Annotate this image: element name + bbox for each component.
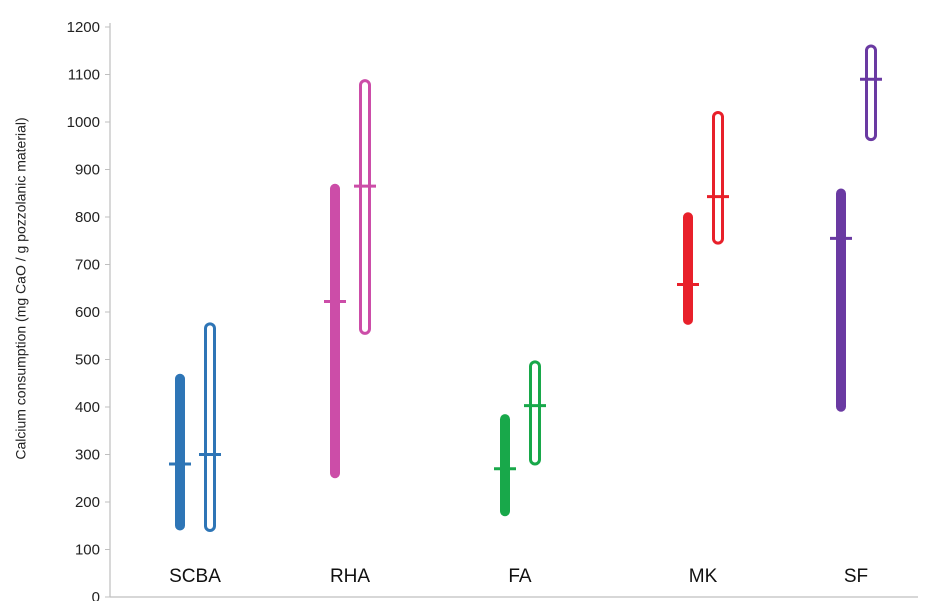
category-label: RHA	[330, 566, 370, 587]
y-tick-label: 900	[75, 162, 100, 179]
filled-range-bar	[683, 212, 693, 325]
range-group-rha	[324, 79, 376, 479]
filled-range-bar	[500, 414, 510, 517]
category-labels: SCBA RHA FA MK SF	[169, 566, 868, 587]
filled-range-bar	[330, 183, 340, 479]
y-tick-label: 1200	[67, 19, 100, 36]
y-tick-label: 800	[75, 209, 100, 226]
hollow-range-bar	[359, 79, 371, 335]
y-tick-label: 1000	[67, 114, 100, 131]
y-tick-labels: 0 100 200 300 400 500 600 700 800 900 1000 1100 1200	[67, 19, 110, 601]
range-group-fa	[494, 360, 546, 517]
filled-range-bar	[175, 373, 185, 531]
category-label: SF	[844, 566, 868, 587]
y-tick-label: 0	[92, 589, 100, 601]
category-label: FA	[508, 566, 532, 587]
category-label: SCBA	[169, 566, 221, 587]
category-label: MK	[689, 566, 718, 587]
axes	[109, 23, 918, 598]
y-tick-label: 500	[75, 352, 100, 369]
range-group-mk	[677, 111, 729, 325]
hollow-range-bar	[712, 111, 724, 245]
filled-range-bar	[836, 188, 846, 412]
y-tick-label: 700	[75, 257, 100, 274]
range-group-sf	[830, 44, 882, 412]
y-tick-label: 100	[75, 542, 100, 559]
hollow-range-bar	[529, 360, 541, 466]
y-tick-label: 200	[75, 494, 100, 511]
y-tick-label: 300	[75, 447, 100, 464]
y-tick-label: 600	[75, 304, 100, 321]
range-group-scba	[169, 322, 221, 532]
hollow-range-bar	[204, 322, 216, 532]
y-tick-label: 400	[75, 399, 100, 416]
y-axis-title: Calcium consumption (mg CaO / g pozzolan…	[13, 117, 29, 459]
range-groups	[169, 44, 882, 532]
y-tick-label: 1100	[68, 67, 100, 84]
hollow-range-bar	[865, 44, 877, 142]
